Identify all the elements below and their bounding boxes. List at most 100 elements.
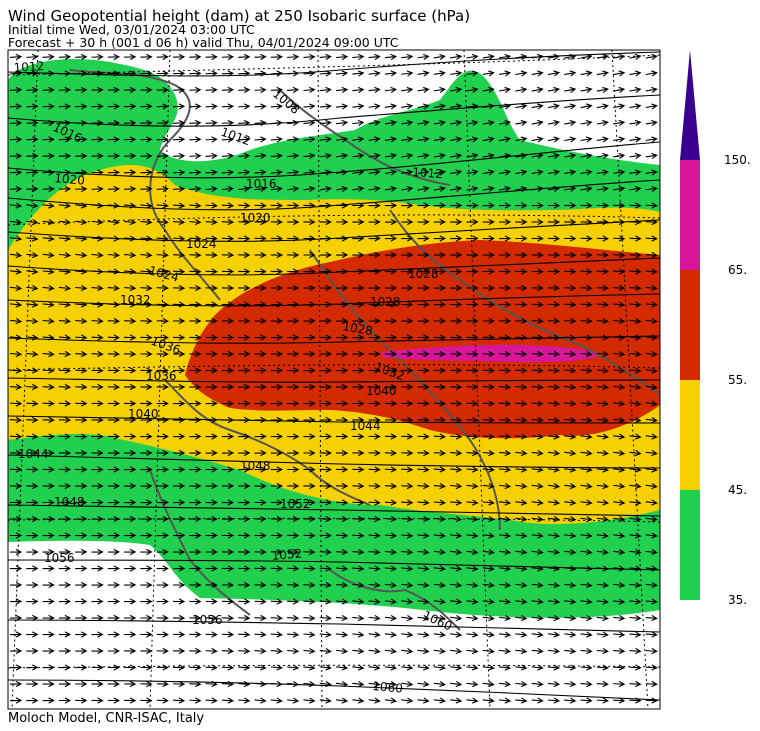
wind-arrow [319,301,332,308]
wind-arrow [42,334,55,341]
wind-arrow [270,268,283,275]
wind-arrow [58,680,72,688]
wind-arrow [384,317,398,325]
wind-zone-55 [185,240,660,439]
wind-arrow [384,284,398,292]
wind-arrow [221,614,235,622]
wind-arrow [564,598,577,605]
wind-arrow [124,301,137,308]
wind-arrow [205,53,218,61]
wind-arrow [9,284,23,292]
wind-arrow [596,169,609,176]
wind-arrow [172,251,186,259]
contour-label: 1028 [341,319,374,338]
wind-arrow [140,631,153,638]
wind-arrow [466,334,479,341]
wind-arrow [26,647,39,655]
contour-label: 1016 [246,177,277,191]
wind-arrow [352,647,365,655]
wind-arrow [238,614,251,622]
wind-arrow [564,433,577,440]
wind-arrow [303,548,316,556]
wind-arrow [613,53,626,60]
wind-arrow [564,449,577,457]
wind-arrow [124,367,137,374]
wind-arrow [26,367,39,374]
wind-arrow [547,218,561,226]
wind-arrow [433,466,446,473]
wind-arrow [140,532,153,539]
wind-arrow [42,301,55,308]
wind-arrow [254,70,267,77]
wind-arrow [629,515,642,523]
wind-arrow [221,647,235,655]
wind-arrow [238,334,251,341]
wind-arrow [91,614,104,622]
wind-arrow [9,548,23,556]
wind-arrow [221,235,235,242]
wind-arrow [596,598,609,605]
wind-arrow [613,433,626,440]
wind-arrow [189,317,202,325]
wind-arrow [26,235,39,242]
wind-arrow [124,548,137,556]
wind-arrow [515,317,528,325]
wind-arrow [613,169,626,176]
wind-arrow [482,532,495,539]
wind-arrow [124,284,137,292]
wind-arrow [9,697,23,704]
wind-arrow [254,251,267,259]
wind-arrow [107,532,120,539]
wind-arrow [466,268,479,275]
wind-arrow [515,565,528,572]
wind-arrow [172,466,186,473]
wind-arrow [140,350,153,358]
wind-arrow [75,70,88,77]
wind-arrow [172,400,186,407]
wind-arrow [417,251,430,259]
wind-arrow [221,284,235,292]
wind-arrow [564,152,577,160]
wind-arrow [221,251,235,259]
wind-arrow [254,548,267,556]
wind-arrow [629,614,642,622]
wind-arrow [417,268,430,275]
wind-arrow [596,548,609,556]
wind-arrow [270,416,283,424]
wind-arrow [417,202,430,209]
wind-arrow [287,350,300,358]
wind-arrow [580,466,593,473]
wind-arrow [384,532,398,539]
wind-arrow [221,631,235,638]
wind-arrow [450,466,463,473]
wind-arrow [580,103,593,110]
wind-arrow [319,400,332,407]
wind-arrow [613,614,626,622]
wind-arrow [596,350,609,358]
wind-arrow [140,334,153,341]
wind-arrow [482,433,495,440]
wind-arrow [9,449,23,457]
wind-arrow [368,548,381,556]
wind-arrow [352,317,365,325]
wind-arrow [645,548,658,556]
wind-arrow [352,532,365,539]
wind-arrow [531,449,544,457]
wind-arrow [466,416,479,424]
wind-arrow [613,235,626,242]
wind-arrow [352,218,365,226]
wind-arrow [254,317,267,325]
wind-arrow [107,251,120,259]
wind-arrow [287,251,300,259]
wind-arrow [401,218,414,226]
wind-arrow [417,664,430,671]
wind-arrow [205,697,218,704]
wind-arrow [401,548,414,556]
wind-arrow [433,565,446,572]
wind-arrow [91,202,104,209]
wind-arrow [91,680,104,688]
wind-arrow [91,482,104,490]
wind-arrow [433,235,446,242]
